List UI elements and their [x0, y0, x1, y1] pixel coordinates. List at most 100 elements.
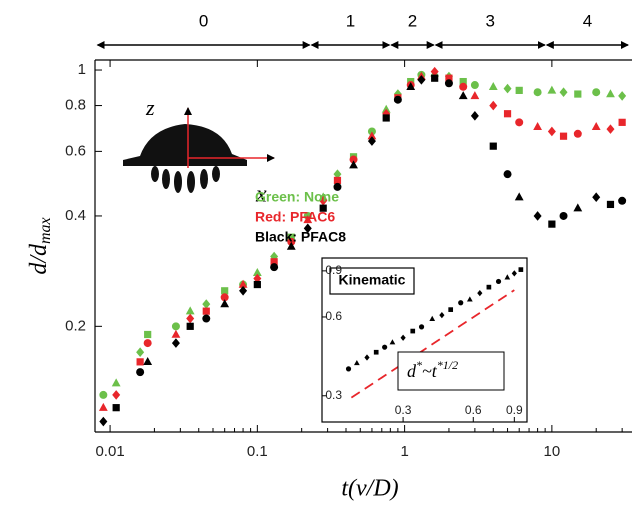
point: [252, 267, 262, 276]
phase-label: 3: [486, 11, 495, 30]
point: [458, 300, 464, 306]
inset-title: Kinematic: [339, 272, 406, 288]
point: [319, 195, 328, 206]
phase-label: 1: [346, 11, 355, 30]
point: [470, 81, 479, 90]
phase-label: 2: [408, 11, 417, 30]
point: [112, 404, 120, 412]
inset-y-tick-label: 0.9: [325, 263, 342, 277]
point: [439, 311, 445, 319]
point: [220, 299, 230, 308]
point: [136, 358, 144, 366]
annotation-part: d: [407, 361, 417, 381]
point: [559, 211, 568, 220]
point: [410, 328, 416, 334]
point: [112, 390, 121, 400]
inset-x-tick-label: 0.6: [465, 403, 482, 417]
x-tick-label: 0.01: [95, 443, 124, 460]
point: [406, 82, 416, 91]
axes: 0.01 0.1 1 10 0.2 0.4 0.6 0.8 1: [65, 59, 632, 460]
point: [111, 378, 121, 387]
x-tick-label: 1: [400, 443, 408, 460]
inset-points: [345, 267, 524, 399]
point: [333, 182, 342, 191]
point: [592, 192, 601, 202]
point: [477, 290, 483, 297]
y-tick-label: 0.2: [65, 317, 86, 334]
point: [143, 357, 153, 366]
point: [270, 263, 279, 272]
point: [592, 88, 601, 97]
point: [171, 329, 181, 338]
point: [239, 285, 248, 296]
point: [445, 74, 453, 82]
point: [373, 349, 379, 355]
inset-x-tick-label: 0.3: [395, 403, 412, 417]
drop-icon: z x: [123, 95, 275, 208]
point: [382, 114, 390, 122]
point: [503, 170, 512, 179]
y-tick-label: 0.6: [65, 142, 86, 159]
legend-entry: Green: None: [255, 189, 339, 205]
legend-entry: Red: PFAC6: [255, 209, 335, 225]
point: [417, 75, 426, 85]
point: [99, 390, 108, 399]
point: [186, 313, 195, 324]
inset-y-tick-label: 0.3: [325, 388, 342, 402]
point: [303, 223, 312, 234]
point: [618, 196, 627, 205]
point: [286, 241, 296, 250]
drop: [123, 124, 247, 166]
y-tick-label: 1: [78, 61, 86, 78]
point: [418, 324, 425, 330]
point: [382, 344, 388, 350]
inset-y-tick-label: 0.6: [325, 309, 342, 323]
point: [393, 95, 402, 104]
point: [136, 368, 145, 377]
point: [547, 126, 556, 137]
point: [185, 306, 195, 315]
point: [591, 122, 601, 131]
point: [186, 322, 194, 330]
point: [459, 82, 468, 91]
point: [221, 287, 229, 295]
y-title-sub: max: [37, 217, 54, 244]
point: [466, 296, 473, 302]
y-title-main: d/d: [26, 243, 52, 275]
point: [606, 200, 615, 209]
point: [238, 279, 248, 288]
annotation-box: [397, 351, 505, 391]
point: [514, 192, 524, 201]
point: [470, 91, 480, 100]
x-tick-label: 10: [544, 443, 561, 460]
point: [333, 169, 342, 179]
point: [448, 307, 454, 312]
point: [504, 274, 511, 280]
point: [503, 110, 512, 118]
inset-x-tick-label: 0.9: [506, 403, 523, 417]
point: [431, 74, 439, 82]
point: [488, 82, 498, 91]
point: [533, 211, 542, 221]
point: [364, 354, 370, 361]
point: [559, 132, 568, 140]
annotation: d*~t*1/2: [407, 358, 458, 381]
drop-legs: [151, 166, 220, 193]
point: [489, 142, 497, 150]
point: [400, 334, 406, 341]
y-axis-title: d/dmax: [26, 217, 54, 274]
point: [495, 278, 502, 285]
point: [143, 339, 152, 348]
point: [98, 402, 108, 411]
x-label-icon: x: [255, 182, 267, 208]
point: [202, 314, 211, 323]
point: [389, 339, 396, 345]
point: [144, 330, 152, 339]
point: [533, 88, 542, 97]
point: [367, 136, 376, 146]
x-tick-label: 0.1: [247, 443, 268, 460]
annotation-part: *1/2: [437, 358, 458, 372]
point: [618, 118, 626, 126]
point: [202, 307, 210, 315]
